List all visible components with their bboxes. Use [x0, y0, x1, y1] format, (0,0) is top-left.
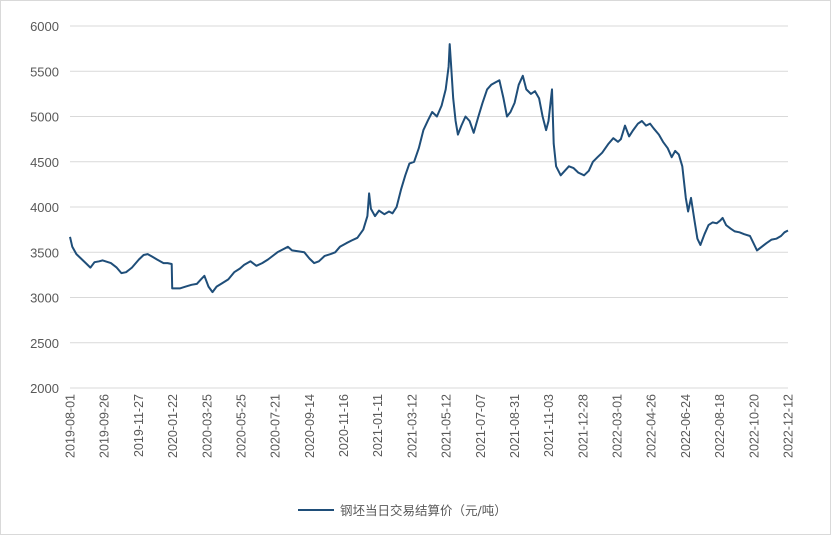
- series-line: [69, 43, 789, 294]
- y-tick-label: 3000: [30, 291, 59, 306]
- y-tick-label: 6000: [30, 19, 59, 34]
- x-tick-label: 2019-08-01: [64, 394, 78, 458]
- y-tick-label: 5500: [30, 64, 59, 79]
- y-tick-label: 5000: [30, 110, 59, 125]
- x-tick-label: 2020-09-14: [303, 394, 317, 458]
- x-tick-label: 2021-08-31: [508, 394, 522, 458]
- x-tick-label: 2019-09-26: [98, 394, 112, 458]
- legend: 钢坯当日交易结算价（元/吨）: [298, 503, 507, 518]
- x-tick-label: 2020-11-16: [337, 394, 351, 457]
- grid-lines: [70, 25, 788, 389]
- x-tick-label: 2021-05-12: [440, 394, 454, 458]
- x-tick-label: 2022-08-18: [713, 394, 727, 458]
- x-tick-label: 2020-05-25: [234, 394, 248, 458]
- x-tick-label: 2021-03-12: [405, 394, 419, 458]
- x-tick-label: 2021-07-07: [474, 394, 488, 458]
- y-tick-label: 2000: [30, 381, 59, 396]
- y-axis-ticks: 2000 2500 3000 3500 4000 4500 5000 5500 6000: [30, 19, 59, 396]
- x-tick-label: 2022-10-20: [747, 394, 761, 458]
- x-tick-label: 2021-01-11: [371, 394, 385, 457]
- x-tick-label: 2020-01-22: [166, 394, 180, 458]
- x-tick-label: 2021-11-03: [542, 394, 556, 457]
- y-tick-label: 4500: [30, 155, 59, 170]
- x-tick-label: 2020-07-21: [269, 394, 283, 458]
- x-tick-label: 2022-06-24: [679, 394, 693, 458]
- legend-label: 钢坯当日交易结算价（元/吨）: [340, 503, 507, 518]
- y-tick-label: 3500: [30, 245, 59, 260]
- x-tick-label: 2022-04-26: [645, 394, 659, 458]
- y-tick-label: 2500: [30, 336, 59, 351]
- x-axis-ticks: 2019-08-01 2019-09-26 2019-11-27 2020-01-22…: [64, 394, 796, 458]
- x-tick-label: 2022-03-01: [611, 394, 625, 458]
- x-tick-label: 2019-11-27: [132, 394, 146, 457]
- x-tick-label: 2020-03-25: [200, 394, 214, 458]
- y-tick-label: 4000: [30, 200, 59, 215]
- x-tick-label: 2021-12-28: [576, 394, 590, 458]
- x-tick-label: 2022-12-12: [782, 394, 796, 458]
